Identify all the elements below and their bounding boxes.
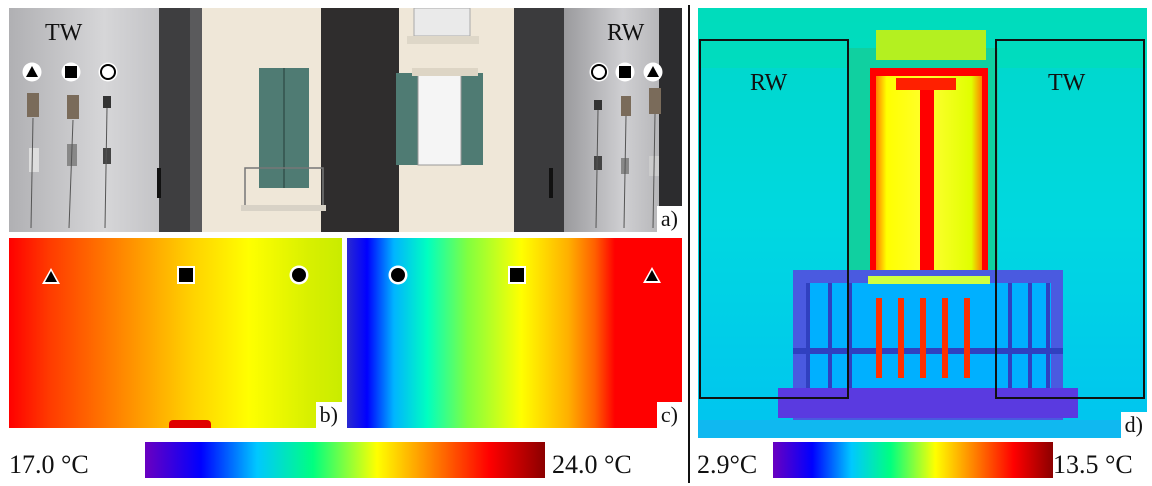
panel-b-label: b) (315, 402, 342, 428)
circle-marker (589, 62, 609, 82)
box-right-label: TW (1048, 70, 1086, 96)
circle-marker (289, 265, 309, 285)
divider (688, 5, 690, 483)
panel-a-photo: TW RW a) (9, 8, 682, 232)
box-left-label: RW (750, 70, 788, 96)
tw-label: TW (45, 20, 83, 46)
triangle-marker (22, 62, 42, 82)
facade-photo (9, 8, 682, 232)
scale-left-max: 24.0 °C (552, 450, 632, 479)
panel-a-label: a) (656, 206, 682, 232)
square-marker (615, 62, 635, 82)
square-marker (176, 265, 196, 285)
circle-marker (98, 62, 118, 82)
circle-marker (388, 265, 408, 285)
triangle-marker (643, 62, 663, 82)
panel-d-label: d) (1120, 412, 1147, 438)
panel-c-label: c) (656, 402, 682, 428)
triangle-marker (41, 266, 61, 286)
panel-d-thermal: RW TW d) (698, 8, 1147, 438)
hot-spot (169, 420, 211, 428)
panel-c-thermal: c) (347, 238, 682, 428)
colorbar-left (145, 442, 545, 478)
square-marker (61, 62, 81, 82)
scale-right-max: 13.5 °C (1053, 450, 1133, 479)
colorbar-right (773, 442, 1053, 478)
facade-thermal (698, 8, 1147, 438)
panel-b-thermal: b) (9, 238, 342, 428)
square-marker (507, 265, 527, 285)
scale-right-min: 2.9°C (697, 450, 758, 479)
scale-left-min: 17.0 °C (9, 450, 89, 479)
rw-label: RW (607, 20, 645, 46)
triangle-marker (642, 265, 662, 285)
